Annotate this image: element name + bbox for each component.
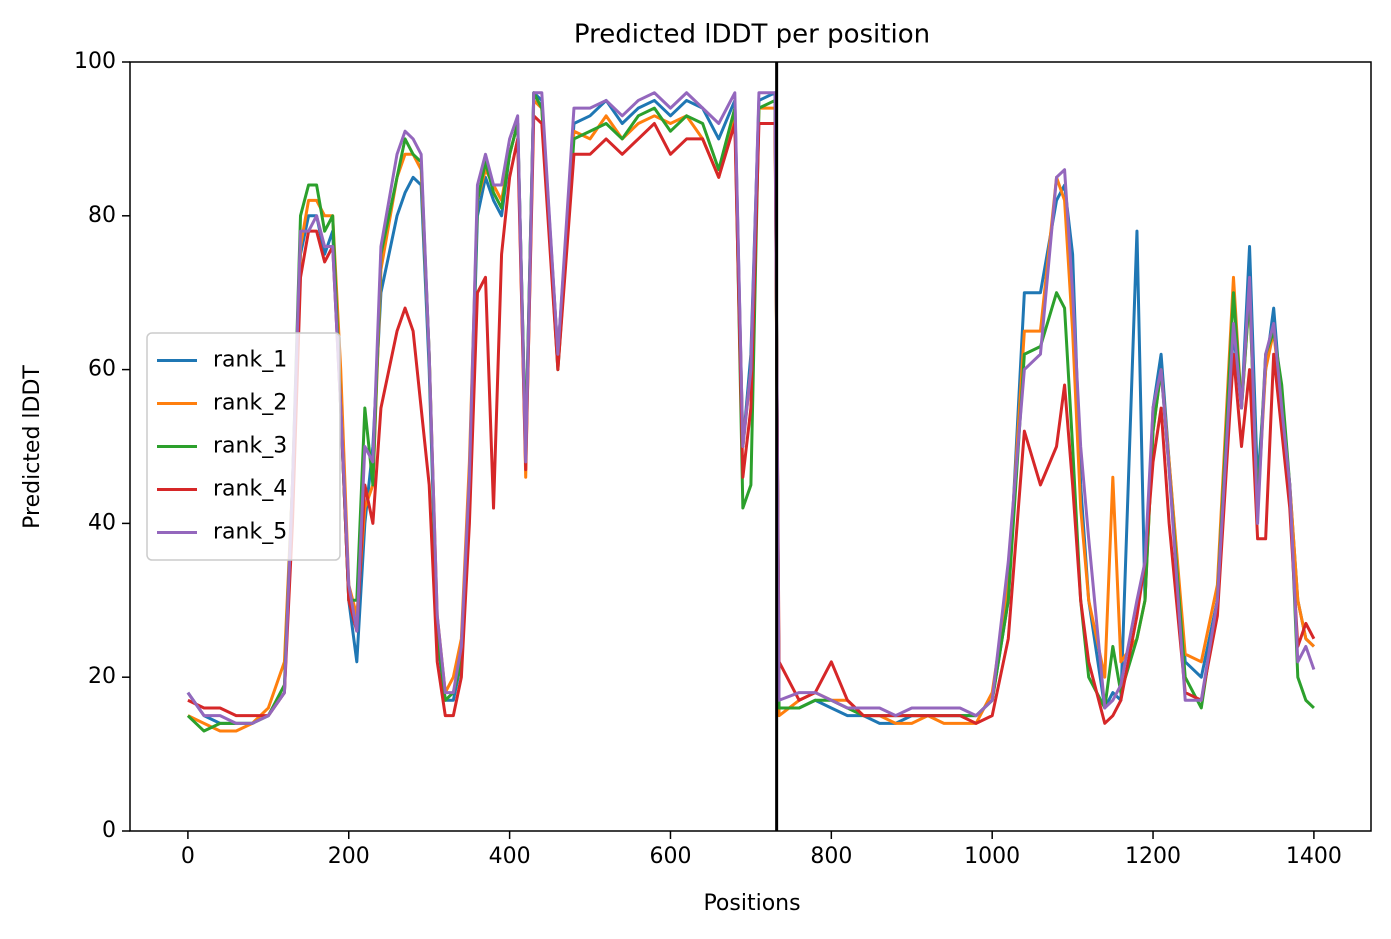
y-tick-label: 80 xyxy=(88,203,116,228)
legend-label: rank_2 xyxy=(213,391,287,416)
x-tick-label: 200 xyxy=(328,844,370,869)
x-tick-label: 1400 xyxy=(1286,844,1342,869)
y-tick-label: 60 xyxy=(88,357,116,382)
x-axis-label: Positions xyxy=(703,891,800,916)
y-tick-label: 100 xyxy=(74,49,116,74)
x-tick-label: 800 xyxy=(810,844,852,869)
x-tick-label: 600 xyxy=(649,844,691,869)
chart-title: Predicted lDDT per position xyxy=(574,20,930,50)
x-tick-label: 1000 xyxy=(964,844,1020,869)
legend-label: rank_3 xyxy=(213,434,287,459)
y-tick-label: 40 xyxy=(88,510,116,535)
legend-box xyxy=(146,332,341,561)
x-tick-label: 400 xyxy=(489,844,531,869)
legend-label: rank_5 xyxy=(213,520,287,545)
x-tick-label: 1200 xyxy=(1125,844,1181,869)
series-line xyxy=(187,114,1316,725)
legend-label: rank_4 xyxy=(213,477,287,502)
y-tick-label: 20 xyxy=(88,664,116,689)
legend-label: rank_1 xyxy=(213,348,287,373)
y-axis-label: Predicted lDDT xyxy=(20,365,45,529)
y-tick-label: 0 xyxy=(102,818,116,843)
x-tick-label: 0 xyxy=(181,844,195,869)
series-line xyxy=(186,91,1316,725)
plot-frame xyxy=(129,61,1372,832)
